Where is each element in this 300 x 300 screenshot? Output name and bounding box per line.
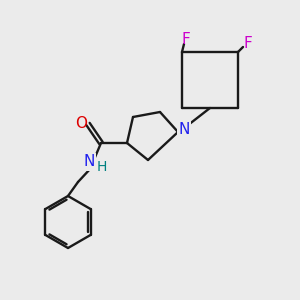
Text: H: H bbox=[97, 160, 107, 174]
Text: F: F bbox=[182, 32, 190, 46]
Text: N: N bbox=[178, 122, 190, 137]
Text: F: F bbox=[244, 37, 252, 52]
Text: N: N bbox=[83, 154, 95, 169]
Text: O: O bbox=[75, 116, 87, 130]
